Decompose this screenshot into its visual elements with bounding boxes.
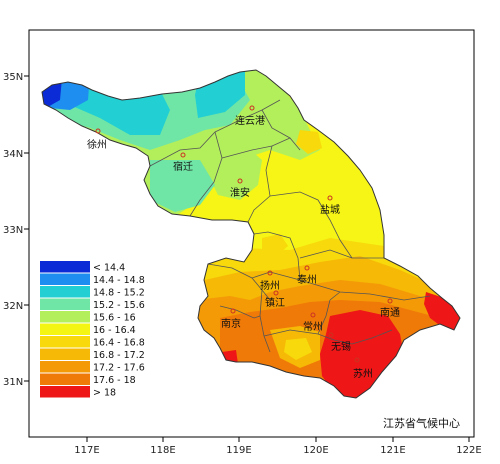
city-label-taizhou: 泰州 bbox=[297, 273, 317, 286]
city-label-wuxi: 无锡 bbox=[331, 340, 351, 353]
city-marker bbox=[310, 312, 316, 318]
legend-swatch bbox=[40, 323, 90, 335]
city-marker bbox=[249, 105, 255, 111]
legend-label: 15.2 - 15.6 bbox=[93, 300, 145, 311]
city-marker bbox=[267, 270, 273, 276]
city-label-lianyungang: 连云港 bbox=[235, 114, 265, 127]
legend-swatch bbox=[40, 386, 90, 398]
x-tick-label: 118E bbox=[150, 445, 175, 456]
legend-swatch bbox=[40, 373, 90, 385]
legend-label: 16.8 - 17.2 bbox=[93, 350, 145, 361]
city-label-suqian: 宿迁 bbox=[173, 160, 193, 173]
city-labels: 连云港 徐州 宿迁 淮安 盐城 扬州 泰州 镇江 南京 南通 常州 无锡 苏州 bbox=[87, 114, 400, 380]
legend-swatch bbox=[40, 336, 90, 348]
city-marker bbox=[180, 152, 186, 158]
city-marker bbox=[304, 265, 310, 271]
y-tick-label: 35N bbox=[3, 72, 23, 83]
legend-label: 17.2 - 17.6 bbox=[93, 363, 145, 374]
city-label-yancheng: 盐城 bbox=[320, 203, 340, 216]
axis-ticks bbox=[24, 75, 470, 442]
city-marker bbox=[95, 128, 101, 134]
city-label-nanjing: 南京 bbox=[221, 317, 241, 330]
city-label-xuzhou: 徐州 bbox=[87, 138, 107, 151]
y-tick-label: 33N bbox=[3, 225, 23, 236]
city-marker bbox=[237, 178, 243, 184]
city-label-nantong: 南通 bbox=[380, 306, 400, 319]
province-outline bbox=[41, 69, 461, 399]
legend-swatch bbox=[40, 361, 90, 373]
city-label-changzhou: 常州 bbox=[303, 320, 323, 333]
city-marker bbox=[354, 357, 360, 363]
legend-swatch bbox=[40, 286, 90, 298]
city-label-zhenjiang: 镇江 bbox=[265, 296, 285, 309]
district-boundaries bbox=[149, 99, 431, 353]
y-tick-label: 31N bbox=[3, 377, 23, 388]
legend-label: 14.4 - 14.8 bbox=[93, 275, 145, 286]
legend-swatch bbox=[40, 311, 90, 323]
city-marker bbox=[327, 195, 333, 201]
legend-label: 16.4 - 16.8 bbox=[93, 338, 145, 349]
x-tick-label: 117E bbox=[74, 445, 99, 456]
legend-swatch bbox=[40, 298, 90, 310]
city-label-suzhou: 苏州 bbox=[353, 367, 373, 380]
credit-label: 江苏省气候中心 bbox=[383, 416, 460, 430]
y-tick-label: 34N bbox=[3, 149, 23, 160]
y-tick-label: 32N bbox=[3, 301, 23, 312]
legend-swatch bbox=[40, 348, 90, 360]
city-marker bbox=[230, 308, 236, 314]
legend-label: 16 - 16.4 bbox=[93, 325, 136, 336]
x-tick-label: 120E bbox=[303, 445, 328, 456]
legend-label: 17.6 - 18 bbox=[93, 375, 136, 386]
x-axis-labels: 117E 118E 119E 120E 121E 122E bbox=[74, 445, 481, 456]
legend-swatch bbox=[40, 273, 90, 285]
legend: < 14.414.4 - 14.8 14.8 - 15.215.2 - 15.6 1… bbox=[40, 261, 145, 399]
city-label-huaian: 淮安 bbox=[230, 186, 250, 199]
y-axis-labels: 35N 34N 33N 32N 31N bbox=[3, 72, 23, 388]
legend-label: 14.8 - 15.2 bbox=[93, 288, 145, 299]
city-label-yangzhou: 扬州 bbox=[260, 279, 280, 292]
legend-label: < 14.4 bbox=[93, 263, 125, 274]
x-tick-label: 121E bbox=[380, 445, 405, 456]
legend-swatch bbox=[40, 261, 90, 273]
legend-label: > 18 bbox=[93, 388, 116, 399]
x-tick-label: 119E bbox=[226, 445, 251, 456]
city-marker bbox=[328, 332, 334, 338]
x-tick-label: 122E bbox=[456, 445, 481, 456]
legend-label: 15.6 - 16 bbox=[93, 313, 136, 324]
city-marker bbox=[387, 298, 393, 304]
city-markers bbox=[95, 105, 393, 363]
city-marker bbox=[273, 290, 279, 296]
